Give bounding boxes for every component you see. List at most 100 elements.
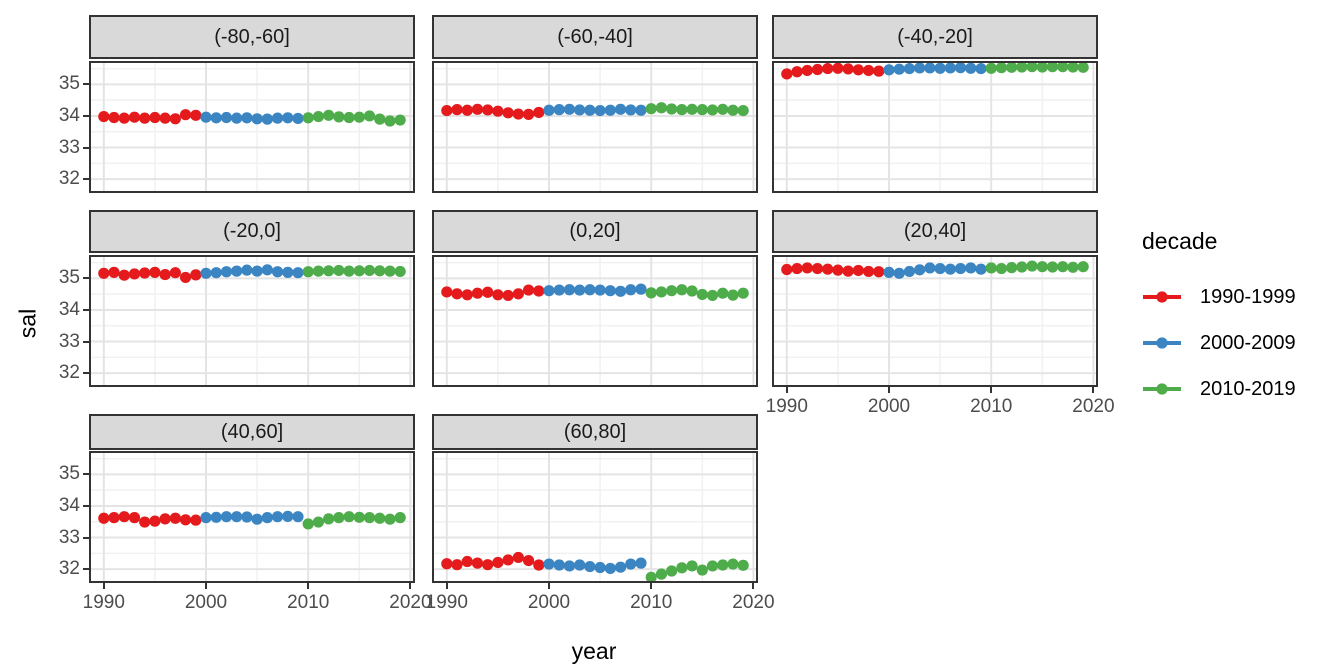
data-point	[686, 285, 698, 297]
facet-strip: (-40,-20]	[772, 15, 1098, 59]
data-point	[179, 271, 192, 284]
facet-strip: (60,80]	[432, 414, 758, 450]
data-point	[200, 512, 212, 524]
x-tick-label: 1990	[765, 396, 808, 417]
data-point	[1067, 261, 1079, 273]
facet-plot-area	[91, 63, 413, 191]
data-point	[333, 264, 345, 277]
data-point	[666, 565, 678, 577]
data-point	[781, 263, 793, 276]
data-point	[363, 110, 376, 122]
data-point	[471, 557, 484, 569]
data-point	[852, 64, 864, 76]
data-point	[231, 511, 243, 523]
y-tick-mark	[83, 114, 89, 117]
data-point	[842, 265, 854, 277]
data-point	[625, 104, 637, 116]
data-point	[995, 262, 1008, 275]
facet-(-80,-60]: (-80,-60]	[89, 15, 415, 193]
x-tick-mark	[785, 387, 788, 393]
data-point	[139, 267, 151, 279]
data-point	[118, 511, 130, 523]
data-point	[492, 105, 504, 117]
data-point	[914, 264, 926, 276]
data-point	[533, 559, 545, 571]
facet-(-40,-20]: (-40,-20]	[772, 15, 1098, 193]
data-point	[584, 560, 596, 573]
data-point	[696, 564, 708, 576]
legend-title: decade	[1142, 228, 1218, 254]
data-point	[323, 513, 335, 525]
data-point	[302, 518, 314, 530]
x-tick-mark	[548, 583, 550, 589]
data-point	[801, 262, 813, 274]
data-point	[241, 112, 253, 124]
data-point	[727, 104, 739, 116]
data-point	[231, 265, 243, 277]
data-point	[914, 63, 926, 74]
facet-plot-area	[91, 453, 413, 581]
data-point	[975, 263, 987, 275]
data-point	[737, 104, 749, 117]
data-point	[727, 558, 739, 570]
data-point	[781, 68, 793, 80]
y-tick-mark	[83, 340, 89, 343]
data-point	[696, 288, 708, 301]
data-point	[1006, 63, 1018, 73]
data-point	[482, 286, 494, 298]
data-point	[563, 560, 576, 572]
facet-plot-area	[434, 63, 756, 191]
legend-entry: 2000-2009	[1142, 320, 1296, 366]
data-point	[384, 513, 396, 525]
data-point	[190, 269, 202, 281]
data-point	[210, 112, 222, 124]
data-point	[353, 511, 365, 523]
data-point	[179, 109, 192, 121]
data-point	[934, 63, 946, 74]
data-point	[292, 511, 304, 523]
facet-strip-label: (-80,-60]	[214, 25, 290, 48]
x-tick-mark	[1092, 387, 1095, 393]
y-tick-label: 35	[58, 463, 80, 485]
data-point	[200, 267, 212, 279]
data-point	[220, 111, 233, 124]
data-point	[374, 512, 386, 524]
data-point	[965, 262, 977, 274]
facet-strip-label: (40,60]	[220, 420, 284, 443]
facet-plot-area	[91, 257, 413, 385]
data-point	[1016, 63, 1028, 73]
data-point	[282, 510, 294, 522]
data-point	[502, 289, 514, 302]
x-axis-title: year	[571, 638, 617, 664]
data-point	[149, 515, 161, 527]
data-point	[706, 560, 719, 572]
data-point	[384, 115, 396, 127]
data-point	[655, 286, 668, 298]
facet-strip-label: (60,80]	[563, 420, 627, 443]
data-point	[241, 511, 253, 523]
data-point	[574, 284, 586, 296]
data-point	[108, 512, 120, 524]
x-tick-label: 2020	[389, 592, 432, 613]
facet-strip: (20,40]	[772, 210, 1098, 253]
data-point	[594, 104, 606, 117]
data-point	[801, 64, 813, 77]
data-point	[811, 63, 824, 76]
data-point	[533, 285, 545, 297]
data-point	[522, 554, 535, 567]
data-point	[441, 104, 453, 117]
y-tick-label: 32	[58, 362, 80, 384]
y-tick-mark	[83, 536, 89, 539]
data-point	[139, 112, 151, 124]
data-point	[394, 114, 406, 126]
data-point	[883, 266, 895, 278]
data-point	[482, 104, 494, 116]
x-tick-label: 2010	[970, 396, 1013, 417]
data-point	[1026, 260, 1038, 272]
data-point	[128, 268, 141, 280]
facet-strip-label: (0,20]	[569, 220, 621, 242]
data-point	[666, 103, 678, 115]
data-point	[686, 560, 698, 572]
data-point	[292, 112, 304, 125]
y-tick-label: 33	[58, 330, 80, 352]
